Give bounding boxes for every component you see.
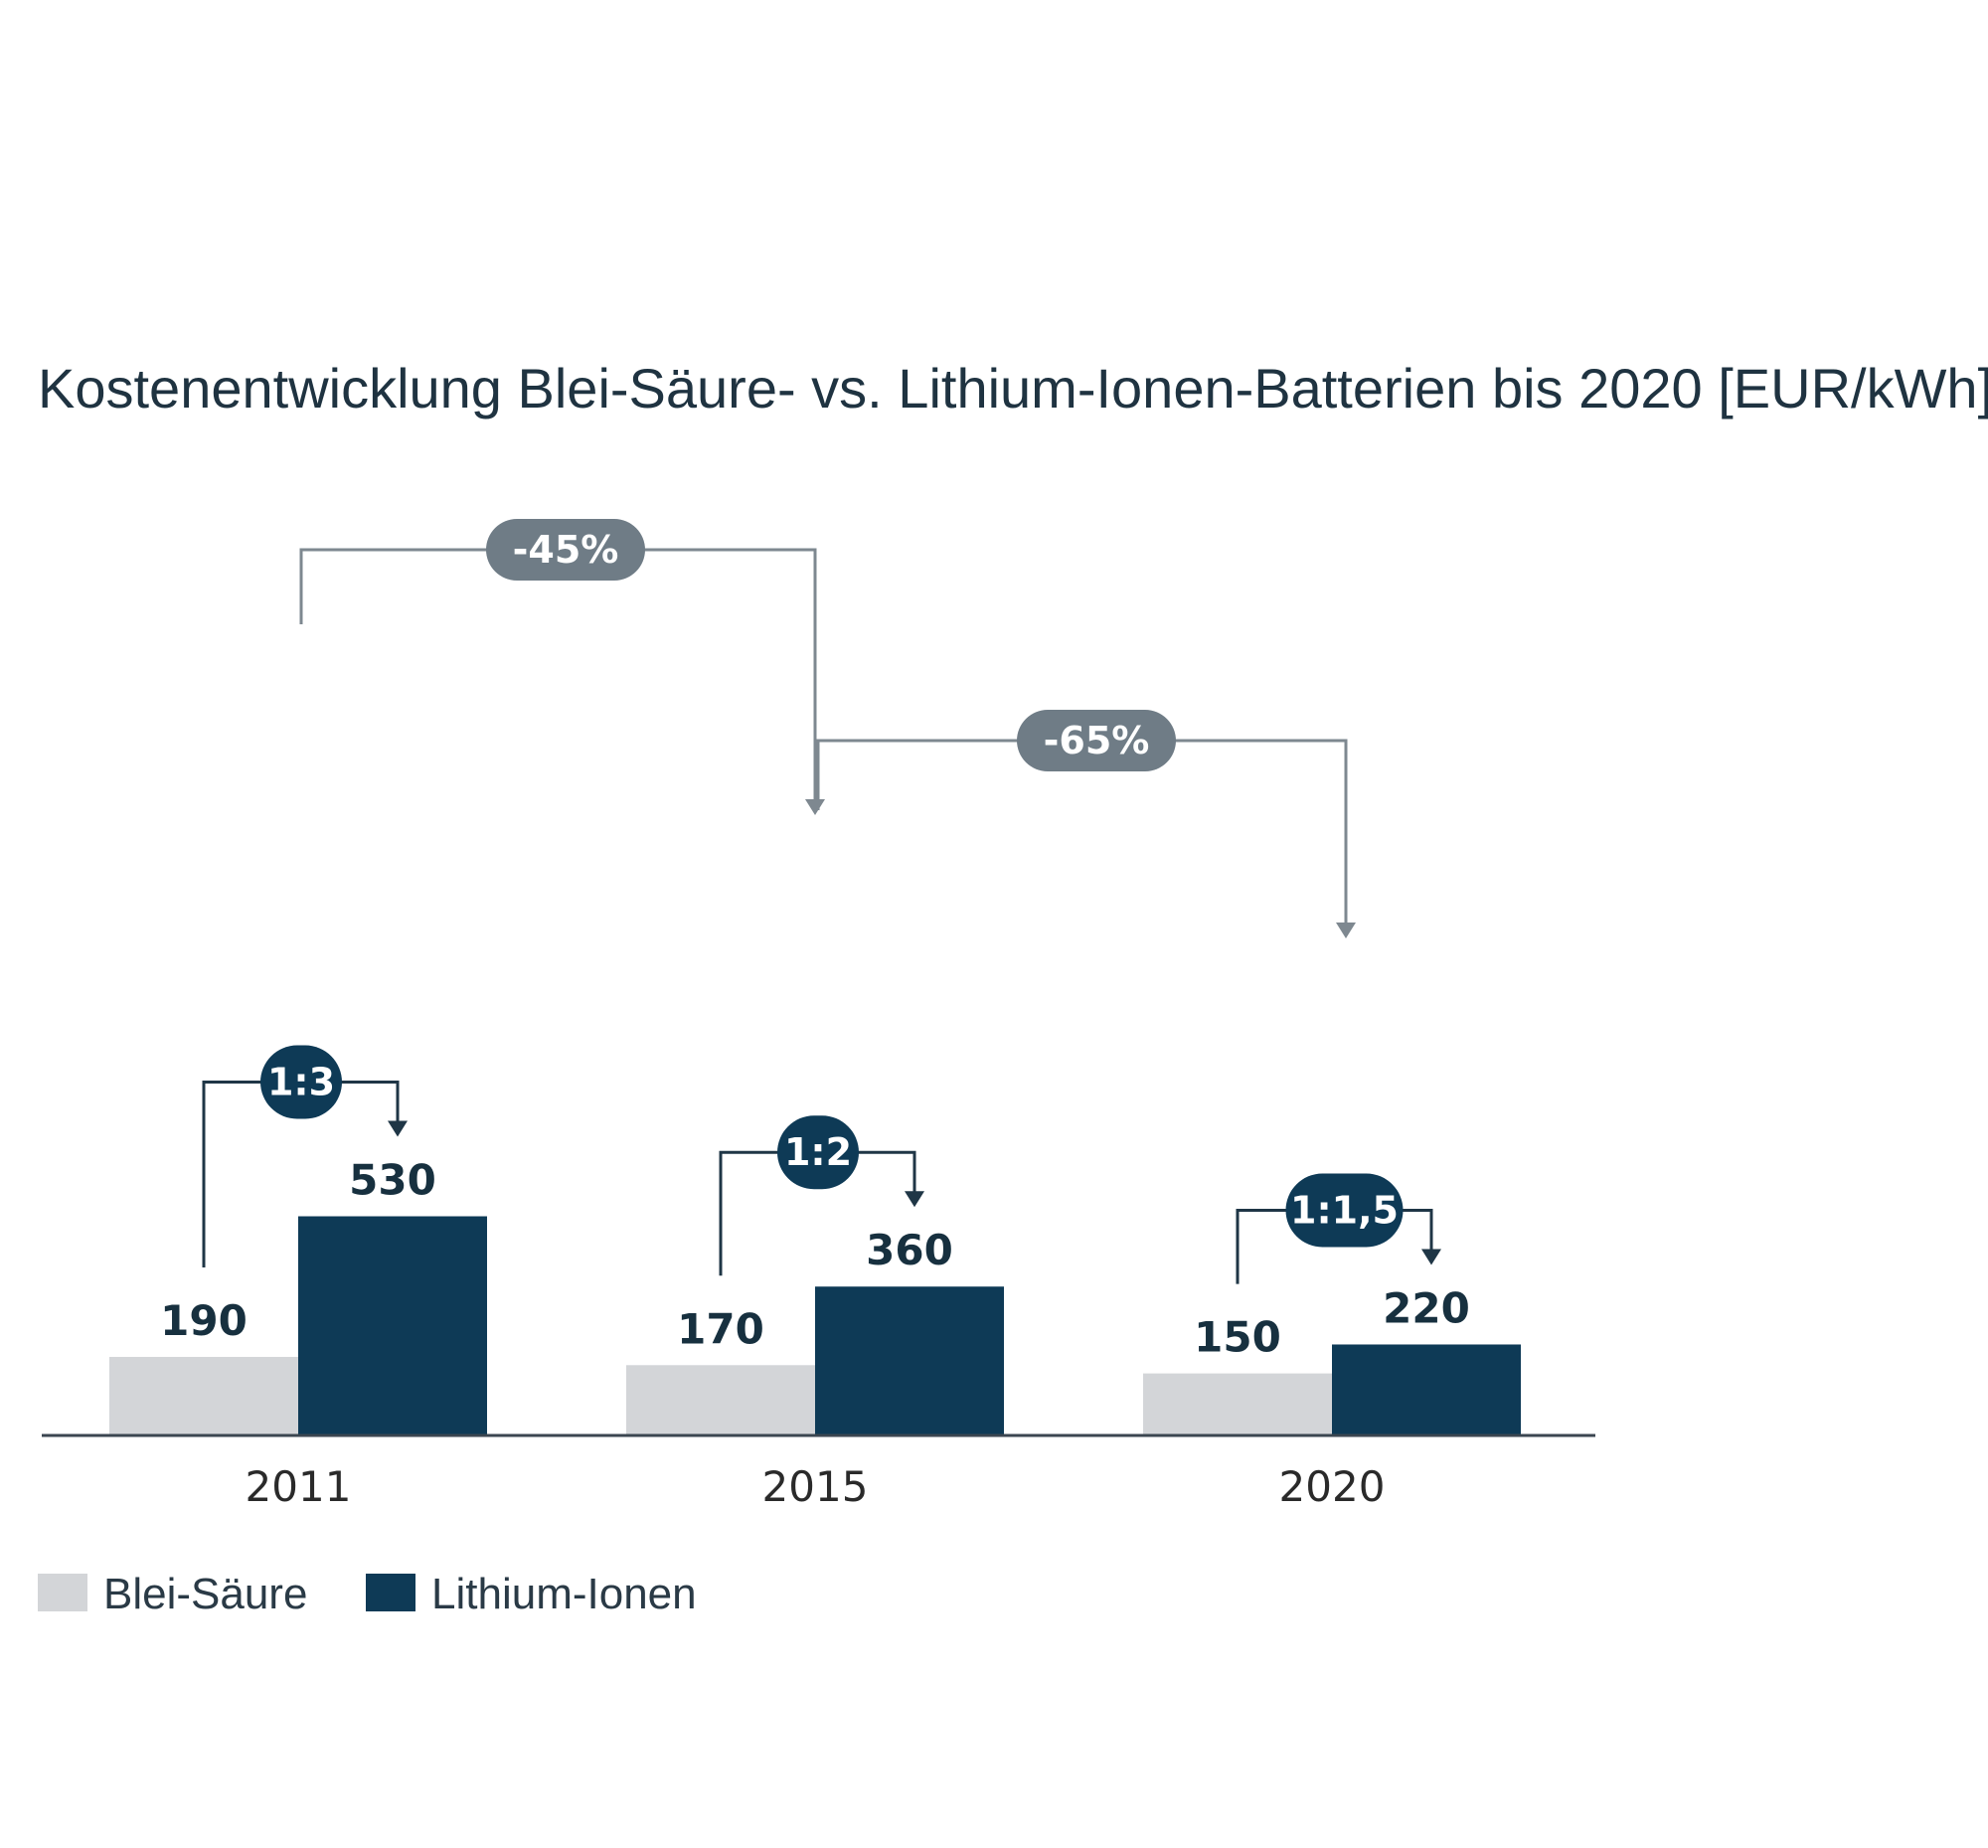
legend-label-blei-saeure: Blei-Säure xyxy=(103,1570,307,1618)
svg-text:1:1,5: 1:1,5 xyxy=(1290,1188,1399,1232)
change-pill-2015-2020: -65% xyxy=(1017,710,1176,771)
legend: Blei-Säure Lithium-Ionen xyxy=(38,1570,697,1618)
bar-blei-saeure-2015 xyxy=(626,1365,815,1435)
chart-title: Kostenentwicklung Blei-Säure- vs. Lithiu… xyxy=(38,357,1988,420)
ratio-pill-2011: 1:3 xyxy=(260,1045,342,1119)
svg-text:1:3: 1:3 xyxy=(267,1061,335,1104)
annotation-pills: 1:3 1:2 1:1,5 -45% -65% xyxy=(260,519,1404,1248)
bar-lithium-ionen-2020 xyxy=(1332,1344,1521,1435)
bar-lithium-ionen-2015 xyxy=(815,1286,1004,1435)
value-labels: 190 530 170 360 150 220 xyxy=(160,1156,1470,1362)
value-label-blei-saeure-2015: 170 xyxy=(677,1304,764,1353)
legend-label-lithium-ionen: Lithium-Ionen xyxy=(431,1570,697,1618)
svg-text:-45%: -45% xyxy=(513,528,619,572)
value-label-lithium-ionen-2011: 530 xyxy=(349,1156,436,1205)
value-label-blei-saeure-2020: 150 xyxy=(1194,1313,1281,1362)
bar-blei-saeure-2020 xyxy=(1143,1373,1332,1435)
svg-text:-65%: -65% xyxy=(1044,719,1150,762)
x-tick-labels: 2011 2015 2020 xyxy=(246,1462,1386,1511)
legend-swatch-lithium-ionen xyxy=(366,1574,415,1611)
svg-text:1:2: 1:2 xyxy=(784,1130,852,1174)
ratio-pill-2015: 1:2 xyxy=(777,1115,859,1190)
value-label-lithium-ionen-2015: 360 xyxy=(866,1226,953,1274)
bar-blei-saeure-2011 xyxy=(109,1356,298,1435)
change-pill-2011-2015: -45% xyxy=(486,519,645,581)
bar-lithium-ionen-2011 xyxy=(298,1216,487,1435)
value-label-blei-saeure-2011: 190 xyxy=(160,1296,248,1345)
x-tick-2020: 2020 xyxy=(1279,1462,1386,1511)
x-tick-2015: 2015 xyxy=(762,1462,869,1511)
legend-swatch-blei-saeure xyxy=(38,1574,87,1611)
bars xyxy=(109,1216,1521,1435)
x-tick-2011: 2011 xyxy=(246,1462,352,1511)
ratio-pill-2020: 1:1,5 xyxy=(1285,1173,1404,1248)
value-label-lithium-ionen-2020: 220 xyxy=(1383,1283,1470,1332)
